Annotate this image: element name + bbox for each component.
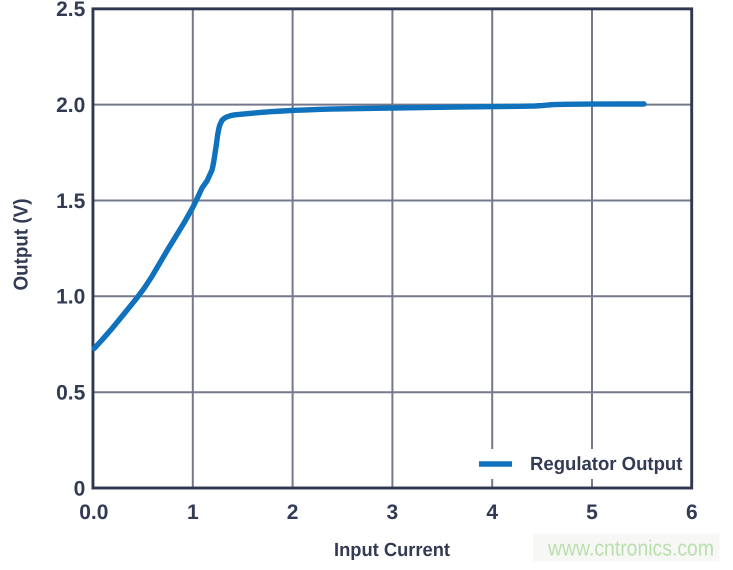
svg-text:2.0: 2.0 bbox=[56, 94, 85, 117]
svg-text:Input Current: Input Current bbox=[334, 540, 451, 561]
svg-text:1.0: 1.0 bbox=[56, 286, 85, 309]
svg-text:4: 4 bbox=[486, 501, 498, 524]
svg-text:1.5: 1.5 bbox=[56, 190, 86, 213]
svg-text:1: 1 bbox=[187, 501, 199, 524]
svg-text:2.5: 2.5 bbox=[56, 0, 86, 21]
svg-text:0.5: 0.5 bbox=[56, 382, 86, 405]
svg-text:3: 3 bbox=[387, 501, 399, 524]
svg-text:2: 2 bbox=[287, 501, 299, 524]
svg-text:www.cntronics.com: www.cntronics.com bbox=[547, 536, 714, 561]
svg-text:6: 6 bbox=[686, 501, 698, 524]
svg-text:0: 0 bbox=[74, 478, 86, 501]
svg-text:0.0: 0.0 bbox=[79, 501, 108, 524]
svg-text:Regulator Output: Regulator Output bbox=[530, 454, 683, 475]
svg-text:5: 5 bbox=[586, 501, 598, 524]
svg-text:Output (V): Output (V) bbox=[11, 199, 33, 291]
